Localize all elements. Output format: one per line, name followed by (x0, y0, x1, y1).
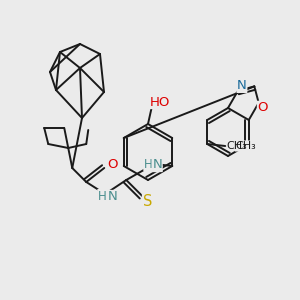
Text: O: O (107, 158, 118, 170)
Text: O: O (257, 101, 268, 114)
Text: H: H (144, 158, 153, 170)
Text: S: S (142, 194, 152, 208)
Text: N: N (237, 80, 247, 92)
Text: HO: HO (150, 95, 170, 109)
Text: N: N (107, 190, 117, 203)
Text: H: H (98, 190, 106, 202)
Text: CH₃: CH₃ (235, 141, 256, 151)
Text: CH₃: CH₃ (226, 141, 247, 151)
Text: N: N (152, 158, 162, 172)
